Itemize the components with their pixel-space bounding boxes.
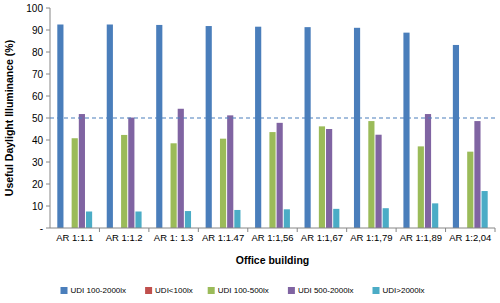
y-tick (46, 8, 50, 9)
x-tick (346, 228, 347, 232)
chart: - 10 20 30 40 50 60 70 80 90 100 AR 1:1.1 AR 1:1.2 AR… (0, 0, 500, 303)
bar (319, 126, 325, 228)
bar (418, 146, 424, 228)
y-tick (46, 74, 50, 75)
bar (171, 143, 177, 228)
reference-line (50, 117, 495, 118)
bar (467, 152, 473, 228)
x-tick-label: AR 1:1,89 (400, 232, 442, 243)
bar (206, 26, 212, 228)
x-tick (99, 228, 100, 232)
bar (368, 121, 374, 228)
legend-label: UDI 100-500lx (218, 286, 269, 295)
y-tick-label: 80 (32, 47, 44, 58)
bar (284, 209, 290, 228)
y-tick-label: 60 (32, 91, 44, 102)
y-tick-label: 20 (32, 179, 44, 190)
y-tick-label: 50 (32, 113, 44, 124)
y-tick (46, 118, 50, 119)
y-tick (46, 206, 50, 207)
x-axis-title: Office building (236, 254, 310, 266)
y-tick (46, 30, 50, 31)
bar (227, 115, 233, 228)
bars (50, 25, 495, 229)
bar (305, 27, 311, 228)
legend-swatch (61, 287, 68, 294)
bar (333, 209, 339, 228)
bar (482, 191, 488, 228)
y-tick (46, 96, 50, 97)
legend-label: UDI 500-2000lx (298, 286, 354, 295)
y-tick (46, 52, 50, 53)
x-tick (396, 228, 397, 232)
bar (277, 123, 283, 228)
x-tick (495, 228, 496, 232)
y-axis-title: Useful Daylight Illuminance (%) (3, 40, 15, 196)
x-tick (198, 228, 199, 232)
x-tick (148, 228, 149, 232)
bar (255, 27, 261, 228)
bar (326, 129, 332, 228)
legend-swatch (145, 287, 152, 294)
bar (354, 28, 360, 228)
bar (403, 33, 409, 228)
bar (121, 135, 127, 228)
y-tick-label: 30 (32, 157, 44, 168)
bar (128, 118, 134, 228)
bar (220, 139, 226, 228)
x-tick-label: AR 1:1.1 (56, 232, 93, 243)
y-tick-label: 70 (32, 69, 44, 80)
legend: UDI 100-2000lx UDI<100lx UDI 100-500lx UDI … (61, 286, 425, 295)
y-tick-label: - (40, 223, 43, 234)
x-tick-label: AR 1:1.47 (202, 232, 244, 243)
bar (269, 132, 275, 228)
bar (86, 212, 92, 229)
bar (57, 25, 63, 229)
bar (425, 114, 431, 228)
bar (234, 210, 240, 228)
bar (178, 109, 184, 228)
bar (383, 208, 389, 228)
y-tick (46, 162, 50, 163)
y-tick (46, 228, 50, 229)
legend-swatch (288, 287, 295, 294)
bar (375, 135, 381, 228)
x-tick-label: AR 1:1,79 (350, 232, 392, 243)
x-tick-label: AR 1:1,67 (301, 232, 343, 243)
legend-swatch (208, 287, 215, 294)
x-tick-label: AR 1:1.2 (106, 232, 143, 243)
x-tick-label: AR 1:1,56 (251, 232, 293, 243)
bar (79, 114, 85, 228)
y-tick-label: 10 (32, 201, 44, 212)
x-tick-label: AR 1:2,04 (449, 232, 491, 243)
bar (107, 25, 113, 229)
bar (185, 211, 191, 228)
y-tick (46, 184, 50, 185)
x-tick (297, 228, 298, 232)
bar (453, 45, 459, 228)
x-tick (445, 228, 446, 232)
bar (474, 121, 480, 228)
y-tick-label: 40 (32, 135, 44, 146)
y-tick-label: 100 (26, 3, 43, 14)
bar (72, 138, 78, 228)
legend-label: UDI>2000lx (383, 286, 425, 295)
legend-label: UDI<100lx (155, 286, 193, 295)
x-tick (247, 228, 248, 232)
y-tick-label: 90 (32, 25, 44, 36)
y-tick (46, 140, 50, 141)
legend-swatch (373, 287, 380, 294)
bar (432, 203, 438, 228)
legend-label: UDI 100-2000lx (71, 286, 127, 295)
x-tick-label: AR 1: 1.3 (154, 232, 194, 243)
bar (135, 212, 141, 229)
bar (156, 25, 162, 228)
x-axis (50, 228, 495, 229)
